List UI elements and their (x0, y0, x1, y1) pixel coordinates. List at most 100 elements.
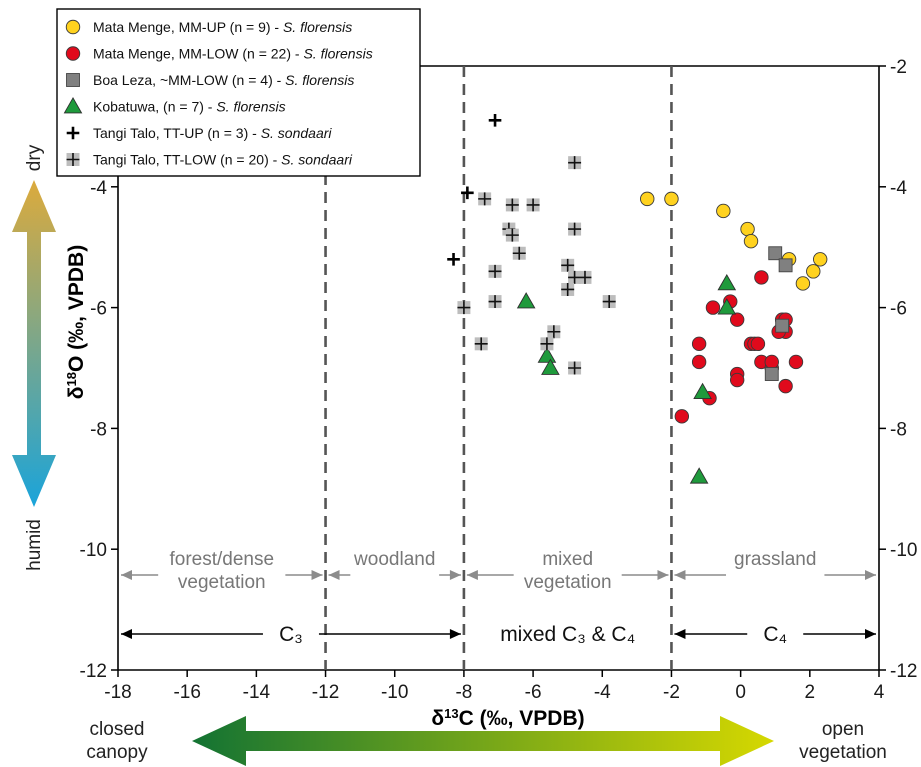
closed-canopy-label-line2: canopy (86, 742, 148, 763)
data-point (764, 354, 779, 370)
photosynthetic-arrow-head (865, 629, 876, 639)
data-point (743, 233, 759, 249)
photosynthetic-zone-label: C₃ (279, 623, 303, 646)
data-point (568, 270, 582, 284)
data-point (674, 409, 690, 424)
data-point (461, 186, 474, 200)
data-point (447, 252, 460, 266)
data-points (447, 114, 828, 484)
x-tick-label: -4 (594, 682, 611, 703)
marker-cross (526, 198, 540, 212)
moisture-gradient-arrow (12, 180, 56, 507)
data-point (540, 337, 554, 351)
data-point (775, 318, 790, 333)
data-point (537, 346, 557, 363)
legend-marker (66, 126, 80, 140)
canopy-gradient-arrow (192, 716, 774, 766)
marker-cross (488, 295, 502, 309)
dry-label: dry (24, 144, 45, 171)
data-point (740, 221, 755, 237)
marker-cross (474, 337, 488, 351)
marker-cross (540, 337, 554, 351)
legend-entry-label: Kobatuwa, (n = 7) - S. florensis (93, 99, 286, 115)
data-point (717, 298, 737, 315)
data-point (488, 264, 502, 278)
x-tick-label: -14 (243, 682, 271, 703)
canopy-arrow: closed canopy open vegetation (86, 716, 887, 766)
y-tick-label-right: -12 (890, 661, 917, 682)
data-point (729, 372, 745, 388)
legend-marker (65, 19, 81, 35)
marker-cross (488, 264, 502, 278)
marker-cross (512, 246, 526, 260)
data-point (716, 203, 731, 219)
vegetation-zone-label: vegetation (178, 572, 266, 593)
closed-canopy-label-line1: closed (90, 719, 145, 740)
y-tick-label-left: -10 (80, 540, 107, 561)
data-point (764, 367, 779, 381)
data-point (516, 292, 536, 309)
photosynthetic-arrow-head (674, 629, 686, 639)
data-point (778, 378, 793, 394)
data-point (568, 156, 582, 170)
vegetation-zone-label: mixed (542, 549, 593, 570)
legend-entry-label: Boa Leza, ~MM-LOW (n = 4) - S. florensis (93, 72, 354, 88)
zone-arrow-head (466, 570, 478, 580)
data-point (505, 198, 519, 212)
photosynthetic-zone-labels: C₃ mixed C₃ & C₄ C₄ (121, 623, 876, 646)
data-point (512, 246, 526, 260)
x-tick-label: 0 (735, 682, 746, 703)
photosynthetic-zone-label: mixed C₃ & C₄ (500, 623, 635, 646)
marker-cross (457, 301, 471, 315)
y-tick-label-right: -8 (890, 419, 907, 440)
marker-cross (66, 153, 80, 166)
marker-cross (568, 222, 582, 236)
data-point (691, 336, 707, 352)
y-tick-label-left: -8 (90, 419, 107, 440)
y-tick-label-right: -6 (890, 299, 907, 320)
zone-arrow-head (657, 570, 669, 580)
zone-arrow-head (121, 570, 132, 580)
data-point (541, 358, 560, 375)
data-point (705, 300, 721, 315)
marker-cross (561, 258, 575, 272)
series-0-points (640, 191, 828, 291)
marker-cross (568, 361, 582, 375)
x-tick-label: -16 (173, 682, 200, 703)
marker-cross (478, 192, 492, 206)
data-point (689, 467, 709, 484)
data-point (474, 337, 488, 351)
series-3-points (516, 273, 737, 484)
legend-marker (63, 97, 83, 114)
marker-cross (561, 283, 575, 296)
legend-entry-label: Tangi Talo, TT-UP (n = 3) - S. sondaari (93, 125, 332, 141)
data-point (526, 198, 540, 212)
data-point (664, 191, 679, 207)
data-point (488, 295, 502, 309)
open-vegetation-label-line1: open (822, 719, 864, 740)
data-point (478, 192, 492, 206)
legend-marker (65, 46, 81, 61)
marker-cross (568, 156, 582, 170)
marker-cross (602, 295, 616, 309)
data-point (561, 258, 575, 272)
data-point (640, 191, 655, 207)
x-tick-label: 2 (805, 682, 816, 703)
marker-cross (505, 228, 519, 242)
legend-box (56, 8, 421, 177)
marker-cross (547, 325, 561, 339)
series-2-points (764, 246, 793, 381)
y-tick-label-left: -6 (90, 299, 107, 320)
legend-entry-label: Mata Menge, MM-UP (n = 9) - S. florensis (93, 19, 352, 35)
x-tick-label: -10 (381, 682, 408, 703)
legend-entry-label: Tangi Talo, TT-LOW (n = 20) - S. sondaar… (93, 152, 353, 168)
x-tick-label: 4 (874, 682, 885, 703)
data-point (717, 273, 737, 291)
data-point (812, 252, 828, 267)
vegetation-zone-label: grassland (734, 549, 816, 570)
zone-arrow-head (674, 570, 686, 580)
zone-arrow-head (865, 570, 876, 580)
data-point (568, 222, 582, 236)
series-5-points (457, 156, 616, 375)
